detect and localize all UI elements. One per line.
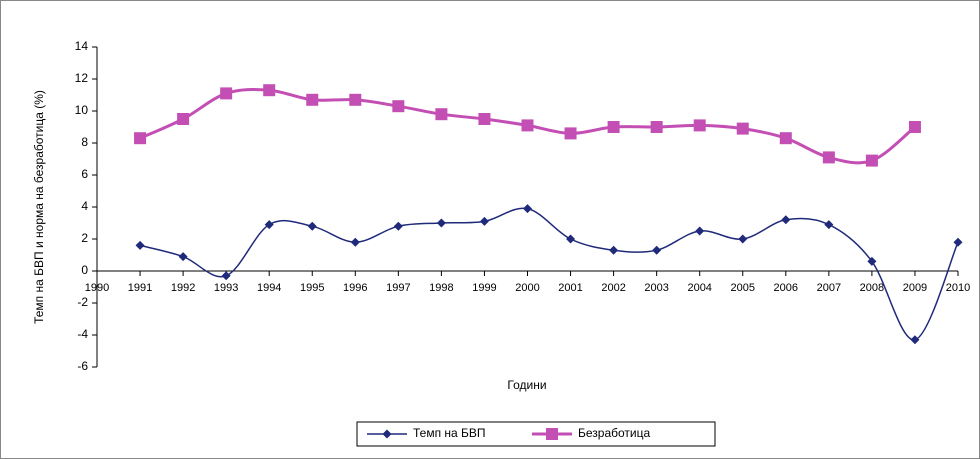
y-axis-label: Темп на БВП и норма на безработица (%) xyxy=(32,90,46,324)
x-tick-label: 2001 xyxy=(558,282,582,294)
y-tick-label: 0 xyxy=(81,263,88,277)
marker xyxy=(738,234,748,244)
marker xyxy=(566,234,576,244)
marker xyxy=(824,220,834,230)
legend-label: Темп на БВП xyxy=(413,426,486,440)
marker xyxy=(134,132,147,145)
y-tick-label: 12 xyxy=(75,71,89,85)
series-line xyxy=(139,207,959,341)
marker xyxy=(479,216,489,226)
marker xyxy=(307,221,317,231)
x-tick-label: 1990 xyxy=(85,282,109,294)
marker xyxy=(349,93,362,106)
x-tick-label: 1993 xyxy=(214,282,238,294)
x-tick-label: 1992 xyxy=(171,282,195,294)
marker xyxy=(178,252,188,262)
y-tick-label: 2 xyxy=(81,231,88,245)
marker xyxy=(953,237,963,247)
marker xyxy=(908,121,921,133)
x-tick-label: 2000 xyxy=(515,282,539,294)
marker xyxy=(609,245,619,255)
x-tick-label: 1996 xyxy=(343,282,367,294)
marker xyxy=(135,240,145,250)
y-tick-label: 14 xyxy=(75,39,89,53)
marker xyxy=(867,256,877,266)
marker xyxy=(393,221,403,231)
marker xyxy=(435,108,448,121)
marker xyxy=(607,121,620,133)
x-tick-label: 2005 xyxy=(731,282,755,294)
marker xyxy=(564,127,577,140)
marker xyxy=(865,154,878,167)
marker xyxy=(263,84,276,97)
marker xyxy=(910,335,920,345)
marker xyxy=(220,87,233,100)
marker xyxy=(392,100,405,113)
marker xyxy=(695,226,705,236)
x-tick-label: 2007 xyxy=(817,282,841,294)
y-tick-label: -2 xyxy=(77,295,88,309)
x-tick-label: 1999 xyxy=(472,282,496,294)
marker xyxy=(177,113,190,125)
x-tick-label: 1994 xyxy=(257,282,281,294)
y-tick-label: 6 xyxy=(81,167,88,181)
marker xyxy=(478,113,491,125)
y-tick-label: -4 xyxy=(77,327,88,341)
marker xyxy=(693,119,706,132)
x-tick-label: 2009 xyxy=(903,282,927,294)
marker xyxy=(546,428,558,440)
marker xyxy=(779,132,792,145)
x-tick-label: 2002 xyxy=(601,282,625,294)
y-tick-label: -6 xyxy=(77,359,88,373)
marker xyxy=(521,119,534,132)
marker xyxy=(523,204,532,214)
y-tick-label: 8 xyxy=(81,135,88,149)
x-tick-label: 1995 xyxy=(300,282,324,294)
x-tick-label: 1991 xyxy=(128,282,152,294)
x-tick-label: 1997 xyxy=(386,282,410,294)
marker xyxy=(652,245,662,255)
legend-label: Безработица xyxy=(578,426,650,440)
marker xyxy=(350,237,360,247)
x-axis-label: Години xyxy=(507,378,546,392)
x-tick-label: 2003 xyxy=(644,282,668,294)
x-tick-label: 2004 xyxy=(687,282,711,294)
marker xyxy=(822,151,835,164)
marker xyxy=(221,271,231,281)
marker xyxy=(650,121,663,133)
marker xyxy=(306,93,319,106)
x-tick-label: 2006 xyxy=(774,282,798,294)
marker xyxy=(382,429,392,439)
marker xyxy=(264,220,274,230)
marker xyxy=(781,215,791,225)
marker xyxy=(436,218,446,228)
x-tick-label: 1998 xyxy=(429,282,453,294)
y-tick-label: 10 xyxy=(75,103,89,117)
x-tick-label: 2010 xyxy=(946,282,970,294)
x-tick-label: 2008 xyxy=(860,282,884,294)
y-tick-label: 4 xyxy=(81,199,88,213)
marker xyxy=(736,122,749,135)
